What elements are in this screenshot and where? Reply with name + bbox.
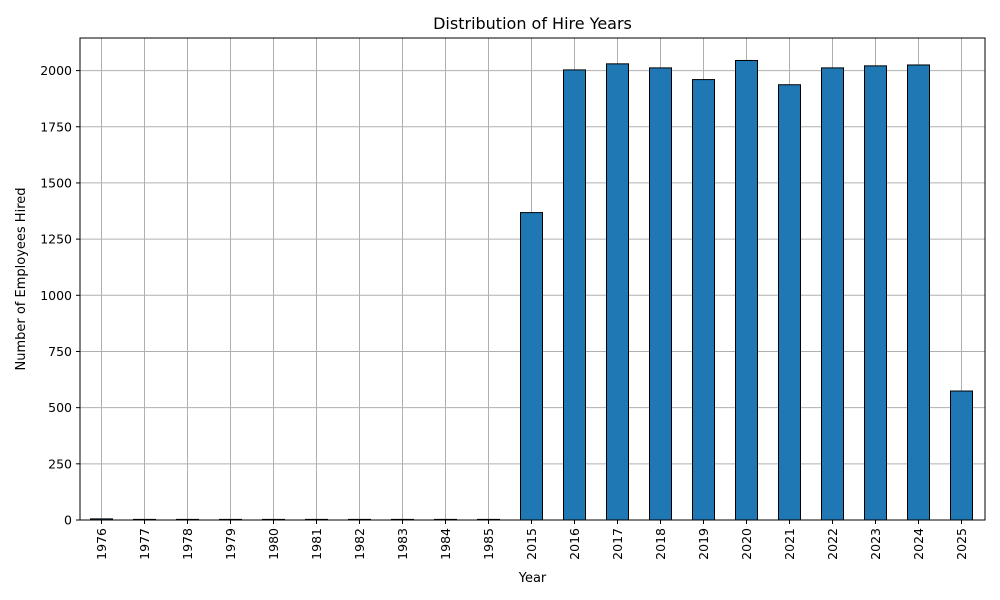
x-axis-label: Year <box>518 571 547 586</box>
x-tick-label: 1976 <box>94 528 109 560</box>
x-tick-label: 1983 <box>395 528 410 560</box>
y-tick-label: 250 <box>48 456 72 471</box>
x-tick-label: 2019 <box>696 528 711 560</box>
x-tick-label: 2021 <box>782 528 797 560</box>
bar-2021 <box>778 84 801 521</box>
x-tick-label: 1980 <box>266 528 281 560</box>
bars-layer <box>90 59 973 521</box>
x-tick-label: 2015 <box>524 528 539 560</box>
bar-2025 <box>950 390 973 521</box>
bar-2023 <box>864 65 887 521</box>
chart-title: Distribution of Hire Years <box>433 14 632 33</box>
y-tick-label: 1500 <box>40 175 72 190</box>
x-tick-label: 1981 <box>309 528 324 560</box>
y-axis-ticks: 0 250 500 750 1000 1250 1500 1750 2000 <box>40 63 80 528</box>
x-tick-label: 1977 <box>137 528 152 560</box>
x-tick-label: 1984 <box>438 528 453 560</box>
y-axis-label: Number of Employees Hired <box>14 187 29 370</box>
plot-frame <box>79 37 986 521</box>
x-tick-label: 1985 <box>481 528 496 560</box>
bar-2017 <box>606 63 629 521</box>
bar-2016 <box>563 69 586 521</box>
x-tick-label: 2016 <box>567 528 582 560</box>
y-tick-label: 2000 <box>40 63 72 78</box>
bar-2018 <box>649 67 672 521</box>
y-tick-label: 1250 <box>40 232 72 247</box>
x-tick-label: 2017 <box>610 528 625 560</box>
y-tick-label: 1750 <box>40 119 72 134</box>
bar-2020 <box>735 59 758 521</box>
x-tick-label: 2023 <box>868 528 883 560</box>
y-tick-label: 500 <box>48 400 72 415</box>
x-tick-label: 2018 <box>653 528 668 560</box>
x-tick-label: 2024 <box>911 528 926 560</box>
bar-2022 <box>821 67 844 521</box>
y-tick-label: 1000 <box>40 288 72 303</box>
x-tick-label: 2022 <box>825 528 840 560</box>
x-tick-label: 1978 <box>180 528 195 560</box>
bar-2015 <box>520 212 543 521</box>
x-tick-label: 2020 <box>739 528 754 560</box>
y-tick-label: 0 <box>64 513 72 528</box>
x-tick-label: 1979 <box>223 528 238 560</box>
y-tick-label: 750 <box>48 344 72 359</box>
bar-2019 <box>692 79 715 521</box>
bar-2024 <box>907 64 930 521</box>
x-tick-label: 2025 <box>954 528 969 560</box>
x-axis-ticks: 1976 1977 1978 1979 1980 1981 1982 1983 1984 1985… <box>94 520 969 560</box>
x-tick-label: 1982 <box>352 528 367 560</box>
